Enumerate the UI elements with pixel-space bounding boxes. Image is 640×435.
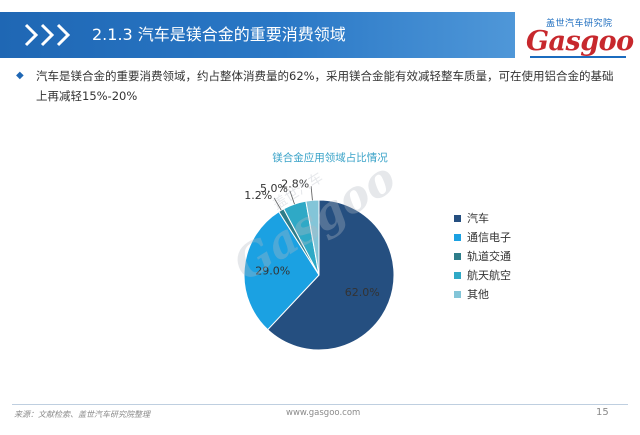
pie-slice-1 [266, 199, 395, 351]
legend-label-5: 其他 [467, 288, 489, 301]
data-label-5: 2.8% [281, 177, 309, 190]
page-title: 2.1.3 汽车是镁合金的重要消费领域 [92, 25, 346, 44]
leader-line-5 [310, 186, 313, 201]
footer-url[interactable]: www.gasgoo.com [286, 408, 361, 418]
pie-slices [243, 199, 395, 351]
data-label-3: 1.2% [244, 189, 272, 202]
leader-line-4 [289, 190, 295, 205]
header-bar [0, 12, 515, 58]
brand-chinese-name: 盖世汽车研究院 [546, 19, 613, 29]
legend-swatch-2 [454, 234, 461, 241]
data-label-2: 29.0% [255, 265, 290, 278]
legend-swatch-1 [454, 215, 461, 222]
data-label-1: 62.0% [345, 286, 380, 299]
bullet-text: 汽车是镁合金的重要消费领域，约占整体消费量的62%，采用镁合金能有效减轻整车质量… [36, 69, 614, 103]
page-number: 15 [596, 407, 609, 418]
legend-swatch-4 [454, 272, 461, 279]
leader-lines [273, 186, 313, 211]
legend-label-4: 航天航空 [467, 268, 511, 282]
legend-label-3: 轨道交通 [467, 249, 511, 263]
data-label-4: 5.0% [260, 182, 288, 195]
legend-label-1: 汽车 [467, 211, 489, 225]
diamond-bullet-icon: ◆ [16, 70, 24, 81]
footer-divider [12, 404, 628, 405]
pie-slice-2 [243, 210, 320, 331]
logo-underline [530, 56, 626, 58]
legend-label-2: 通信电子 [467, 231, 511, 244]
chevron-arrows-icon [24, 23, 71, 47]
gasgoo-logo: Gasgoo [526, 26, 634, 57]
pie-slice-5 [305, 199, 320, 276]
footer-source: 来源：文献检索、盖世汽车研究院整理 [14, 410, 150, 419]
chart-title: 镁合金应用领域占比情况 [272, 151, 388, 164]
legend-swatch-3 [454, 253, 461, 260]
leader-line-3 [273, 197, 282, 211]
legend-swatch-5 [454, 291, 461, 298]
data-labels: 62.0% 29.0% 1.2%5.0%2.8% [244, 177, 379, 299]
